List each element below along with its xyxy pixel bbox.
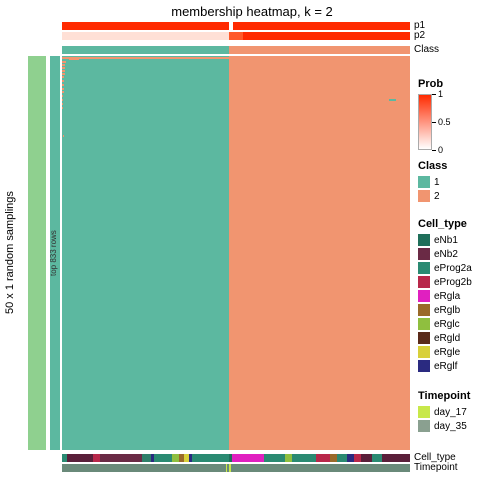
legend-celltype-item: eProg2b [418, 276, 472, 288]
timepoint-label: Timepoint [414, 462, 458, 473]
cell-type-bar [62, 454, 410, 462]
legend-celltype-item: eRgld [418, 332, 460, 344]
legend-celltype-item: eNb2 [418, 248, 458, 260]
legend-celltype-item: eNb1 [418, 234, 458, 246]
legend-timepoint-item: day_17 [418, 406, 467, 418]
class-bar [62, 46, 410, 54]
heatmap [62, 56, 410, 450]
legend-timepoint-item: day_35 [418, 420, 467, 432]
legend-celltype-item: eRgla [418, 290, 460, 302]
y-label-outer: 50 x 1 random samplings [4, 56, 16, 450]
chart-title: membership heatmap, k = 2 [0, 4, 504, 19]
p1-bar [62, 22, 410, 30]
legend-celltype-item: eRgle [418, 346, 460, 358]
legend-timepoint-title: Timepoint [418, 390, 470, 402]
legend-class-item: 1 [418, 176, 440, 188]
legend-celltype-item: eRglb [418, 304, 460, 316]
legend-class-title: Class [418, 160, 447, 172]
left-sidebar [28, 56, 46, 450]
legend-celltype-item: eRglc [418, 318, 460, 330]
timepoint-bar [62, 464, 410, 472]
legend-class-item: 2 [418, 190, 440, 202]
p2-bar [62, 32, 410, 40]
legend-celltype-title: Cell_type [418, 218, 467, 230]
y-label-inner: top 833 rows [49, 56, 58, 450]
legend-celltype-item: eRglf [418, 360, 457, 372]
class-label: Class [414, 44, 439, 55]
p2-label: p2 [414, 30, 425, 41]
legend-celltype-item: eProg2a [418, 262, 472, 274]
legend-prob-gradient [418, 94, 432, 150]
